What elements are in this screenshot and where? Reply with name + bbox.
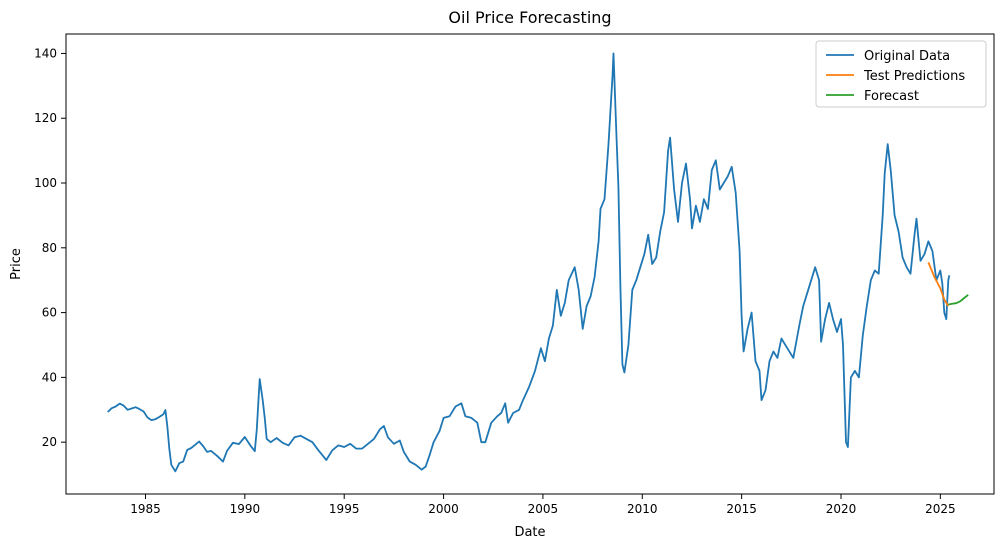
x-tick-label: 1995	[329, 502, 360, 516]
x-axis: 1985 1990 1995 2000 2005 2010 2015 2020 2025	[130, 494, 956, 516]
y-tick-label: 80	[42, 241, 57, 255]
x-tick-label: 2010	[627, 502, 658, 516]
y-axis: 20 40 60 80 100 120 140	[34, 46, 66, 449]
x-tick-label: 2000	[428, 502, 459, 516]
series-line-forecast	[948, 294, 969, 306]
legend-label: Original Data	[864, 49, 950, 64]
x-tick-label: 1990	[230, 502, 261, 516]
series-line-original-data	[107, 52, 951, 473]
x-axis-label: Date	[514, 525, 545, 540]
series-line-test-predictions	[927, 262, 950, 307]
y-axis-label: Price	[9, 248, 24, 280]
x-tick-label: 1985	[130, 502, 161, 516]
y-tick-label: 100	[34, 176, 57, 190]
y-tick-label: 60	[42, 306, 57, 320]
legend-label: Forecast	[864, 89, 919, 104]
y-tick-label: 120	[34, 111, 57, 125]
legend-box	[815, 40, 987, 108]
legend-label: Test Predictions	[863, 69, 965, 84]
x-tick-label: 2025	[925, 502, 956, 516]
chart-title: Oil Price Forecasting	[448, 8, 611, 27]
x-tick-label: 2020	[826, 502, 857, 516]
legend: Original Data Test Predictions Forecast	[815, 40, 987, 108]
y-tick-label: 140	[34, 46, 57, 60]
x-tick-label: 2015	[726, 502, 757, 516]
y-tick-label: 20	[42, 435, 57, 449]
x-tick-label: 2005	[528, 502, 559, 516]
y-tick-label: 40	[42, 370, 57, 384]
series-layer	[107, 52, 969, 473]
plot-frame	[65, 33, 995, 495]
